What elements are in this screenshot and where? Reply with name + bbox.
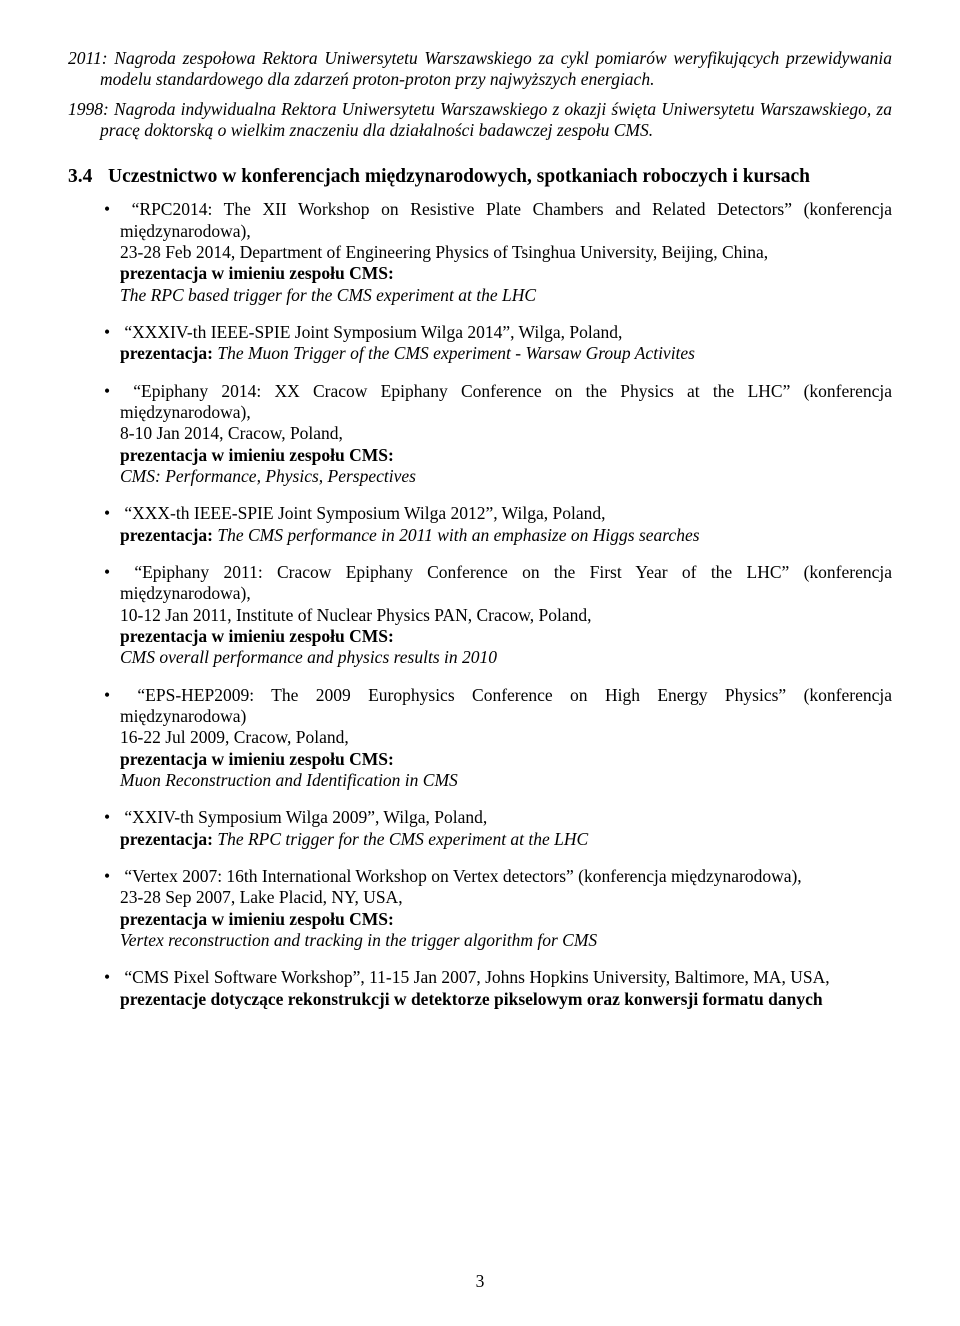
conf-title: “XXX-th IEEE-SPIE Joint Symposium Wilga … — [124, 503, 605, 523]
year-label: 1998: — [68, 99, 109, 119]
page: 2011: Nagroda zespołowa Rektora Uniwersy… — [0, 0, 960, 1326]
conf-title: “Vertex 2007: 16th International Worksho… — [124, 866, 801, 886]
presentation-label: prezentacja: — [120, 829, 213, 849]
list-item: “Epiphany 2011: Cracow Epiphany Conferen… — [120, 562, 892, 669]
list-item: “EPS-HEP2009: The 2009 Europhysics Confe… — [120, 685, 892, 792]
award-text: Nagroda zespołowa Rektora Uniwersytetu W… — [100, 48, 892, 89]
list-item: “RPC2014: The XII Workshop on Resistive … — [120, 199, 892, 306]
conf-title: “Epiphany 2014: XX Cracow Epiphany Confe… — [120, 381, 892, 422]
conf-date: 8-10 Jan 2014, Cracow, Poland, — [120, 423, 343, 443]
presentation-label: prezentacje dotyczące rekonstrukcji w de… — [120, 989, 823, 1009]
conf-title: “XXIV-th Symposium Wilga 2009”, Wilga, P… — [124, 807, 487, 827]
conf-title: “XXXIV-th IEEE-SPIE Joint Symposium Wilg… — [124, 322, 622, 342]
list-item: “XXX-th IEEE-SPIE Joint Symposium Wilga … — [120, 503, 892, 546]
conf-title: “RPC2014: The XII Workshop on Resistive … — [120, 199, 892, 240]
presentation-title: CMS overall performance and physics resu… — [120, 647, 497, 667]
award-2011: 2011: Nagroda zespołowa Rektora Uniwersy… — [68, 48, 892, 91]
year-label: 2011: — [68, 48, 108, 68]
award-text: Nagroda indywidualna Rektora Uniwersytet… — [100, 99, 892, 140]
conf-date: 23-28 Feb 2014, Department of Engineerin… — [120, 242, 768, 262]
conf-title: “Epiphany 2011: Cracow Epiphany Conferen… — [120, 562, 892, 603]
presentation-title: Vertex reconstruction and tracking in th… — [120, 930, 597, 950]
presentation-title: CMS: Performance, Physics, Perspectives — [120, 466, 416, 486]
award-1998: 1998: Nagroda indywidualna Rektora Uniwe… — [68, 99, 892, 142]
list-item: “Vertex 2007: 16th International Worksho… — [120, 866, 892, 951]
conf-date: 23-28 Sep 2007, Lake Placid, NY, USA, — [120, 887, 403, 907]
presentation-label: prezentacja w imieniu zespołu CMS: — [120, 445, 394, 465]
list-item: “Epiphany 2014: XX Cracow Epiphany Confe… — [120, 381, 892, 488]
section-title: Uczestnictwo w konferencjach międzynarod… — [108, 165, 892, 189]
presentation-label: prezentacja w imieniu zespołu CMS: — [120, 263, 394, 283]
conf-title: “CMS Pixel Software Workshop”, 11-15 Jan… — [124, 967, 829, 987]
presentation-title: The RPC trigger for the CMS experiment a… — [213, 829, 588, 849]
conf-title: “EPS-HEP2009: The 2009 Europhysics Confe… — [120, 685, 892, 726]
list-item: “CMS Pixel Software Workshop”, 11-15 Jan… — [120, 967, 892, 1010]
presentation-title: The Muon Trigger of the CMS experiment -… — [213, 343, 695, 363]
presentation-label: prezentacja: — [120, 525, 213, 545]
presentation-label: prezentacja w imieniu zespołu CMS: — [120, 749, 394, 769]
conf-date: 16-22 Jul 2009, Cracow, Poland, — [120, 727, 349, 747]
presentation-label: prezentacja w imieniu zespołu CMS: — [120, 909, 394, 929]
section-heading: 3.4 Uczestnictwo w konferencjach międzyn… — [68, 165, 892, 189]
list-item: “XXIV-th Symposium Wilga 2009”, Wilga, P… — [120, 807, 892, 850]
list-item: “XXXIV-th IEEE-SPIE Joint Symposium Wilg… — [120, 322, 892, 365]
presentation-title: The CMS performance in 2011 with an emph… — [213, 525, 700, 545]
presentation-title: The RPC based trigger for the CMS experi… — [120, 285, 536, 305]
presentation-label: prezentacja: — [120, 343, 213, 363]
presentation-title: Muon Reconstruction and Identification i… — [120, 770, 458, 790]
conference-list: “RPC2014: The XII Workshop on Resistive … — [68, 199, 892, 1010]
page-number: 3 — [0, 1271, 960, 1292]
conf-date: 10-12 Jan 2011, Institute of Nuclear Phy… — [120, 605, 591, 625]
presentation-label: prezentacja w imieniu zespołu CMS: — [120, 626, 394, 646]
section-number: 3.4 — [68, 165, 108, 189]
